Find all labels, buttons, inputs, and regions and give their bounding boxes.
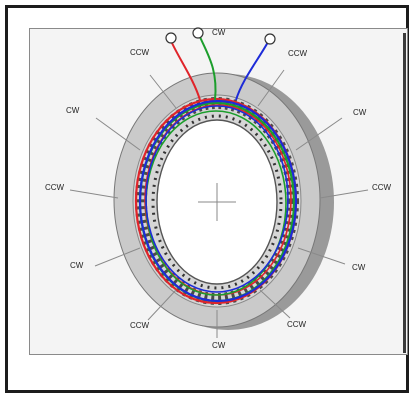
winding-phase-c-inner	[145, 105, 289, 293]
label-bottom-left: CCW	[130, 321, 150, 330]
label-top-left: CCW	[130, 48, 150, 57]
terminal-c-icon	[264, 33, 276, 45]
terminal-a-icon	[165, 32, 177, 44]
panel-shadow-edge	[403, 33, 406, 353]
label-left: CCW	[45, 183, 65, 192]
label-bottom: CW	[212, 341, 226, 350]
label-top-right: CCW	[288, 49, 308, 58]
label-upper-right: CW	[353, 108, 367, 117]
lead-phase-c	[235, 41, 269, 101]
label-lower-left: CW	[70, 261, 84, 270]
label-bottom-right: CCW	[287, 320, 307, 329]
lead-phase-a	[171, 42, 201, 101]
winding-phase-c	[138, 99, 298, 303]
label-top: CW	[212, 28, 226, 37]
bore-teeth-edge	[151, 114, 283, 290]
label-upper-left: CW	[66, 106, 80, 115]
label-lower-right: CW	[352, 263, 366, 272]
radial-lines	[69, 69, 369, 338]
label-right: CCW	[372, 183, 392, 192]
lead-phase-b	[199, 36, 217, 101]
terminal-b-icon	[192, 27, 204, 39]
